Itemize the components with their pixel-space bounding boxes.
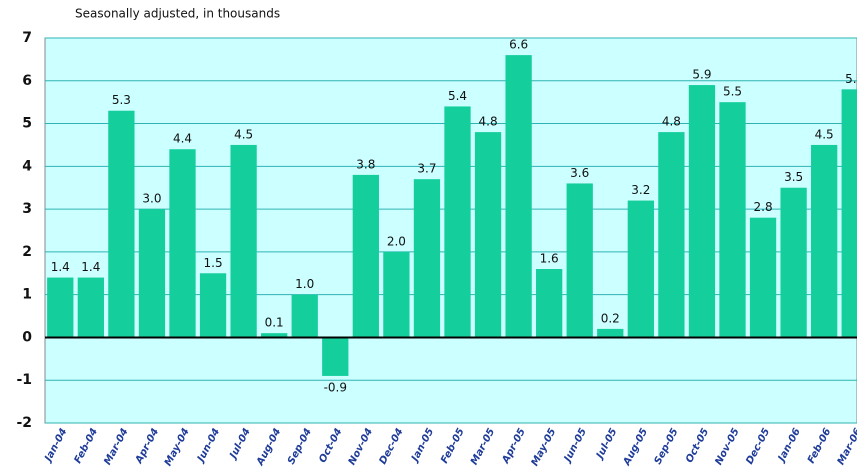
y-tick-label: 7 (22, 30, 32, 46)
value-label: 3.7 (417, 162, 436, 176)
x-tick-label: Apr-05 (500, 427, 528, 467)
bar (47, 277, 74, 338)
value-label: 4.4 (173, 132, 192, 146)
value-label: 4.5 (234, 127, 253, 141)
value-label: 3.2 (631, 183, 650, 197)
x-tick-label: Mar-05 (469, 427, 497, 467)
value-label: 0.2 (601, 311, 620, 325)
x-tick-label: Dec-05 (744, 427, 772, 467)
x-tick-label: Jun-05 (561, 427, 589, 466)
x-tick-label: Jan-04 (42, 427, 69, 465)
bar (719, 102, 746, 338)
value-label: 4.5 (815, 127, 834, 141)
x-tick-label: Feb-06 (806, 427, 834, 466)
bar (77, 277, 104, 338)
value-label: 5.5 (723, 85, 742, 99)
x-tick-label: Jan-05 (409, 427, 436, 465)
bar (108, 110, 135, 338)
bar (199, 273, 227, 338)
x-tick-label: Feb-05 (439, 427, 467, 466)
x-tick-label: Mar-06 (836, 427, 857, 467)
value-label: 3.5 (784, 170, 803, 184)
value-label: -0.9 (324, 380, 347, 394)
bar (780, 187, 807, 338)
bar (566, 183, 593, 338)
x-tick-label: Nov-05 (713, 427, 741, 467)
value-label: 2.8 (754, 200, 773, 214)
bar (169, 149, 196, 338)
bar (811, 144, 838, 338)
bar (688, 85, 716, 338)
value-label: 3.8 (356, 157, 375, 171)
bar (505, 55, 532, 338)
value-label: 1.0 (295, 277, 314, 291)
y-tick-label: 4 (22, 158, 32, 174)
value-label: 5.9 (692, 68, 711, 82)
x-tick-label: Jan-06 (776, 427, 803, 465)
bar (291, 294, 318, 338)
bar (261, 333, 288, 338)
value-label: 5.3 (112, 93, 131, 107)
x-tick-label: Feb-04 (73, 427, 101, 466)
y-tick-label: 1 (22, 287, 32, 303)
bar (841, 89, 857, 338)
x-tick-label: Sep-04 (286, 427, 314, 467)
bar (536, 269, 563, 338)
bar (749, 217, 777, 338)
x-tick-label: Apr-04 (133, 427, 161, 467)
value-label: 6.6 (509, 38, 528, 52)
x-tick-label: Jul-05 (594, 427, 620, 463)
y-tick-label: 5 (22, 116, 32, 132)
value-label: 3.6 (570, 166, 589, 180)
x-tick-label: Mar-04 (102, 427, 130, 467)
value-label: 1.4 (51, 260, 70, 274)
value-label: 4.8 (662, 115, 681, 129)
bar (627, 200, 654, 338)
x-tick-label: Sep-05 (653, 427, 681, 467)
bar (413, 179, 441, 338)
x-tick-label: Jul-04 (227, 427, 253, 463)
y-tick-label: 2 (22, 244, 32, 260)
value-label: 5.4 (448, 89, 467, 103)
bar (138, 209, 166, 338)
bar (474, 132, 502, 338)
bar (383, 251, 410, 338)
value-label: 1.5 (204, 256, 223, 270)
y-tick-label: 0 (22, 329, 32, 345)
value-label: 3.0 (142, 192, 161, 206)
x-tick-label: May-04 (163, 427, 192, 468)
bar (658, 132, 685, 338)
bar (597, 328, 624, 338)
value-label: 4.8 (479, 115, 498, 129)
value-label: 5.8 (845, 72, 857, 86)
x-tick-label: Nov-04 (347, 427, 375, 467)
bar (322, 337, 349, 376)
bar (444, 106, 471, 338)
x-tick-label: Dec-04 (378, 427, 406, 467)
y-tick-label: 6 (22, 73, 32, 89)
x-tick-label: Oct-04 (317, 427, 344, 465)
value-label: 1.6 (540, 252, 559, 266)
y-tick-label: -1 (16, 372, 32, 388)
value-label: 0.1 (265, 316, 284, 330)
x-tick-label: Aug-04 (254, 427, 283, 468)
chart-subtitle: Seasonally adjusted, in thousands (75, 7, 280, 21)
x-tick-label: Jun-04 (195, 427, 223, 466)
x-tick-label: Aug-05 (621, 427, 650, 468)
value-label: 2.0 (387, 234, 406, 248)
bar (352, 174, 379, 338)
x-tick-label: May-05 (530, 427, 559, 468)
x-tick-label: Oct-05 (684, 427, 711, 465)
value-label: 1.4 (81, 260, 100, 274)
y-tick-label: 3 (22, 201, 32, 217)
y-tick-label: -2 (16, 415, 32, 431)
bar (230, 144, 257, 338)
